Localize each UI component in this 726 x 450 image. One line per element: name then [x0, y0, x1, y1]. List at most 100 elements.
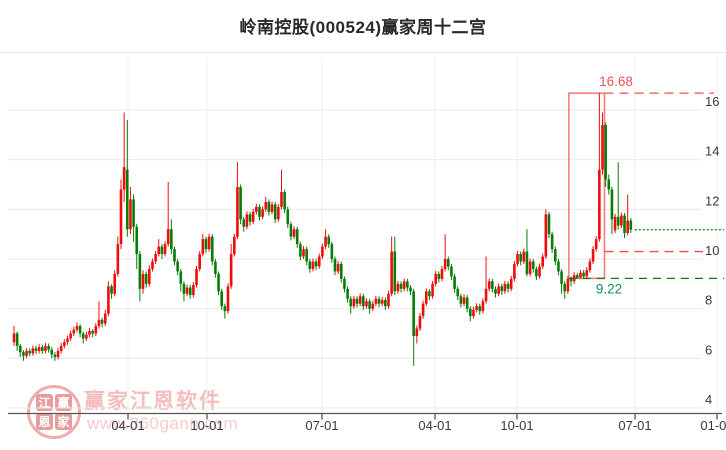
x-axis-tick-label: 10-01	[500, 418, 533, 433]
candle-body	[387, 293, 390, 307]
candle-body	[283, 191, 286, 210]
y-axis-tick-label: 6	[705, 342, 712, 357]
candle-body	[220, 291, 224, 307]
candle-body	[494, 288, 497, 294]
candle-body	[541, 256, 544, 267]
y-axis-tick-label: 4	[705, 392, 712, 407]
candle-body	[459, 296, 463, 304]
candle-body	[232, 236, 236, 255]
candle-body	[629, 220, 633, 230]
candle-body	[317, 256, 321, 267]
seal-char: 家	[55, 413, 72, 430]
candle-body	[56, 350, 60, 358]
candle-body	[607, 179, 611, 190]
x-axis-tick-label: 07-01	[618, 418, 651, 433]
candle-body	[44, 345, 47, 351]
candle-body	[302, 249, 305, 257]
candle-body	[192, 285, 195, 296]
candle-body	[601, 124, 604, 170]
candle-body	[314, 261, 318, 267]
candle-body	[270, 204, 274, 212]
candle-body	[119, 189, 123, 245]
candle-body	[94, 326, 98, 334]
candle-body	[396, 283, 400, 292]
candle-body	[170, 229, 173, 250]
candle-body	[34, 348, 38, 351]
support-price-label: 9.22	[596, 281, 622, 296]
candle-body	[248, 214, 252, 222]
candle-body	[412, 291, 415, 336]
candle-body	[588, 261, 592, 271]
candle-body	[107, 286, 110, 314]
candle-body	[327, 236, 330, 245]
candle-body	[421, 303, 425, 317]
candle-body	[339, 263, 343, 279]
x-axis-tick-label: 04-01	[418, 418, 451, 433]
candle-body	[75, 326, 79, 330]
y-axis-tick-label: 16	[705, 94, 719, 109]
candle-body	[509, 278, 513, 289]
candle-body	[226, 286, 230, 312]
candle-body	[201, 239, 205, 255]
candle-body	[185, 287, 189, 294]
candle-body	[245, 214, 249, 227]
candle-body	[22, 352, 25, 356]
candle-body	[450, 266, 453, 277]
candle-body	[620, 215, 623, 226]
candle-body	[610, 189, 614, 220]
candle-body	[255, 206, 258, 212]
candle-body	[513, 263, 516, 279]
candle-body	[330, 244, 334, 260]
candle-body	[465, 297, 469, 309]
candle-body	[113, 273, 117, 294]
candle-body	[349, 298, 353, 307]
candle-body	[78, 326, 82, 334]
candle-body	[428, 291, 431, 297]
candle-body	[166, 229, 170, 245]
candle-body	[384, 299, 387, 307]
candle-body	[500, 286, 504, 292]
candle-body	[616, 216, 620, 226]
candle-body	[277, 206, 280, 220]
candle-body	[305, 249, 308, 262]
candle-body	[72, 329, 76, 334]
candle-body	[18, 345, 22, 353]
candle-body	[497, 286, 500, 294]
watermark-seal-logo: 江 赢 恩 家	[27, 385, 81, 439]
candle-body	[437, 273, 441, 279]
candle-body	[393, 251, 397, 292]
candle-body	[374, 298, 378, 304]
candle-body	[563, 283, 567, 292]
candle-body	[343, 278, 346, 289]
candle-body	[399, 283, 403, 289]
candle-body	[352, 298, 356, 307]
candle-body	[103, 313, 107, 324]
candle-body	[346, 288, 349, 299]
candle-body	[469, 308, 472, 317]
candle-body	[582, 272, 585, 277]
high-price-label: 16.68	[599, 74, 633, 89]
candle-body	[585, 270, 589, 277]
candle-body	[289, 224, 293, 237]
candle-body	[264, 201, 268, 210]
candle-body	[594, 239, 598, 250]
candle-body	[295, 229, 299, 245]
candle-body	[626, 220, 629, 233]
candle-body	[157, 246, 161, 255]
candle-body	[31, 348, 35, 354]
candle-body	[365, 301, 368, 307]
candle-body	[406, 281, 409, 288]
candle-body	[550, 234, 554, 250]
candle-body	[154, 254, 157, 262]
candle-body	[280, 191, 283, 207]
candle-body	[144, 273, 148, 284]
candle-body	[591, 249, 595, 262]
candle-body	[362, 296, 365, 307]
candle-body	[97, 319, 101, 327]
candle-body	[604, 124, 607, 180]
candle-body	[28, 350, 32, 354]
candle-body	[91, 331, 94, 334]
candle-body	[560, 271, 563, 284]
candle-body	[579, 272, 582, 278]
